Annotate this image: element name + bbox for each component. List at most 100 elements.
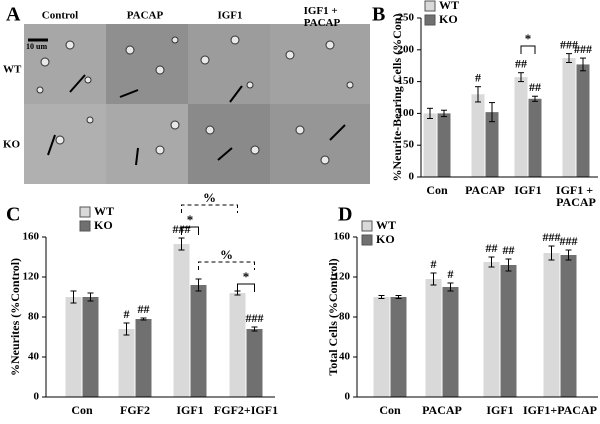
bar <box>576 64 590 177</box>
micrograph-tile <box>24 24 106 104</box>
bar <box>229 293 246 397</box>
significance-label: ### <box>543 230 561 244</box>
column-label: IGF1 <box>217 10 242 22</box>
legend-label: WT <box>94 204 114 218</box>
bar <box>373 297 390 397</box>
bar <box>514 77 528 177</box>
legend-label: WT <box>439 0 459 12</box>
bar <box>500 265 517 397</box>
significance-label: ### <box>560 234 578 248</box>
error-bar <box>395 295 402 299</box>
y-tick-label: 120 <box>334 271 351 283</box>
micrograph-tile <box>24 104 106 184</box>
y-tick-label: 80 <box>339 311 351 323</box>
bracket <box>181 204 238 213</box>
error-bar <box>378 295 385 299</box>
micrograph-tile <box>270 24 370 104</box>
y-axis-label: Total Cells (%Control) <box>326 258 340 375</box>
y-tick-label: 160 <box>23 231 40 243</box>
y-tick-label: 0 <box>345 391 351 403</box>
significance-label: # <box>124 307 130 321</box>
annotation: * <box>243 269 250 284</box>
bracket <box>198 261 255 270</box>
error-bar <box>447 282 454 292</box>
y-axis-label: %Neurites (%Control) <box>8 258 22 376</box>
error-bar <box>505 258 512 272</box>
column-label: PACAP <box>127 10 164 22</box>
bar <box>543 253 560 397</box>
bar <box>528 98 542 177</box>
annotation: % <box>220 247 233 262</box>
legend-swatch <box>79 206 91 218</box>
y-tick-label: 40 <box>28 351 40 363</box>
significance-label: # <box>431 257 437 271</box>
y-tick-label: 200 <box>398 43 415 55</box>
bar <box>442 287 459 397</box>
micrograph-tile <box>106 24 188 104</box>
bar <box>562 58 576 177</box>
legend-label: KO <box>439 12 458 26</box>
bar <box>173 244 190 397</box>
error-bar <box>430 272 437 286</box>
bar-chart: B 0 50 100 150 200 250%Neurite-Bearing Cells (… <box>372 0 598 209</box>
bar <box>390 297 407 397</box>
y-tick-label: 0 <box>34 391 40 403</box>
legend-swatch <box>361 234 373 246</box>
cells <box>36 35 354 165</box>
row-label: KO <box>3 139 21 151</box>
panel-label: C <box>6 204 20 226</box>
micrograph-tile <box>188 24 270 104</box>
significance-label: ## <box>529 80 541 94</box>
bar <box>471 94 485 177</box>
error-bar <box>123 322 130 336</box>
error-bar <box>489 102 495 123</box>
error-bar <box>140 317 147 321</box>
column-label: Control <box>42 10 78 22</box>
y-tick-label: 40 <box>339 351 351 363</box>
y-tick-label: 120 <box>23 271 40 283</box>
row-label: WT <box>3 64 22 76</box>
annotation: * <box>187 212 194 227</box>
micrograph-tile <box>270 104 370 184</box>
legend-label: KO <box>94 218 113 232</box>
error-bar <box>251 326 258 332</box>
bar <box>65 297 82 397</box>
legend-label: WT <box>376 218 396 232</box>
x-tick-label: IGF1 <box>486 403 513 417</box>
error-bar <box>565 249 572 261</box>
error-bar <box>70 290 77 304</box>
significance-label: ### <box>560 37 578 51</box>
column-label: IGF1 + PACAP <box>304 5 341 29</box>
annotation: * <box>525 31 532 46</box>
x-tick-label: PACAP <box>422 403 462 417</box>
x-tick-label: IGF1 <box>176 403 203 417</box>
micrograph: 10 um A Control PACAP IGF1 IGF1 + PACAP … <box>3 4 370 184</box>
error-bar <box>427 107 433 119</box>
bar <box>423 113 437 177</box>
y-tick-label: 50 <box>403 139 415 151</box>
y-axis-label: %Neurite-Bearing Cells (%Con) <box>390 14 404 182</box>
x-tick-label: Con <box>379 403 401 417</box>
legend-swatch <box>79 220 91 232</box>
scale-bar-label: 10 um <box>26 42 47 51</box>
bar <box>425 279 442 397</box>
legend-swatch <box>361 220 373 232</box>
significance-label: ### <box>246 311 264 325</box>
bar <box>485 112 499 177</box>
x-tick-label: PACAP <box>465 183 505 197</box>
annotation: % <box>203 190 216 205</box>
x-tick-label: FGF2 <box>120 403 150 417</box>
error-bar <box>195 278 202 292</box>
legend-swatch <box>424 0 436 12</box>
significance-label: ## <box>503 243 515 257</box>
micrograph-tile <box>188 104 270 184</box>
bar <box>437 113 451 177</box>
legend-label: KO <box>376 232 395 246</box>
error-bar <box>566 53 572 64</box>
arrows <box>47 74 346 166</box>
significance-label: ## <box>138 302 150 316</box>
significance-label: ### <box>574 42 592 56</box>
